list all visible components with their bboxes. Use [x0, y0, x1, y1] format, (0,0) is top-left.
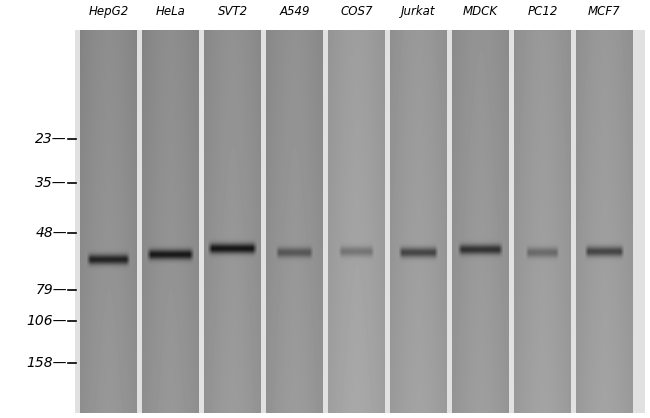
Text: Jurkat: Jurkat: [401, 5, 436, 18]
Text: 48—: 48—: [35, 226, 67, 240]
Text: COS7: COS7: [340, 5, 372, 18]
Text: PC12: PC12: [527, 5, 558, 18]
Text: HepG2: HepG2: [88, 5, 129, 18]
Text: 79—: 79—: [35, 283, 67, 298]
Text: 35—: 35—: [35, 176, 67, 190]
Text: HeLa: HeLa: [155, 5, 185, 18]
Text: MDCK: MDCK: [463, 5, 498, 18]
Text: 106—: 106—: [27, 314, 67, 328]
Text: 23—: 23—: [35, 132, 67, 146]
Text: SVT2: SVT2: [218, 5, 248, 18]
Text: MCF7: MCF7: [588, 5, 621, 18]
Text: 158—: 158—: [27, 356, 67, 370]
Text: A549: A549: [280, 5, 310, 18]
